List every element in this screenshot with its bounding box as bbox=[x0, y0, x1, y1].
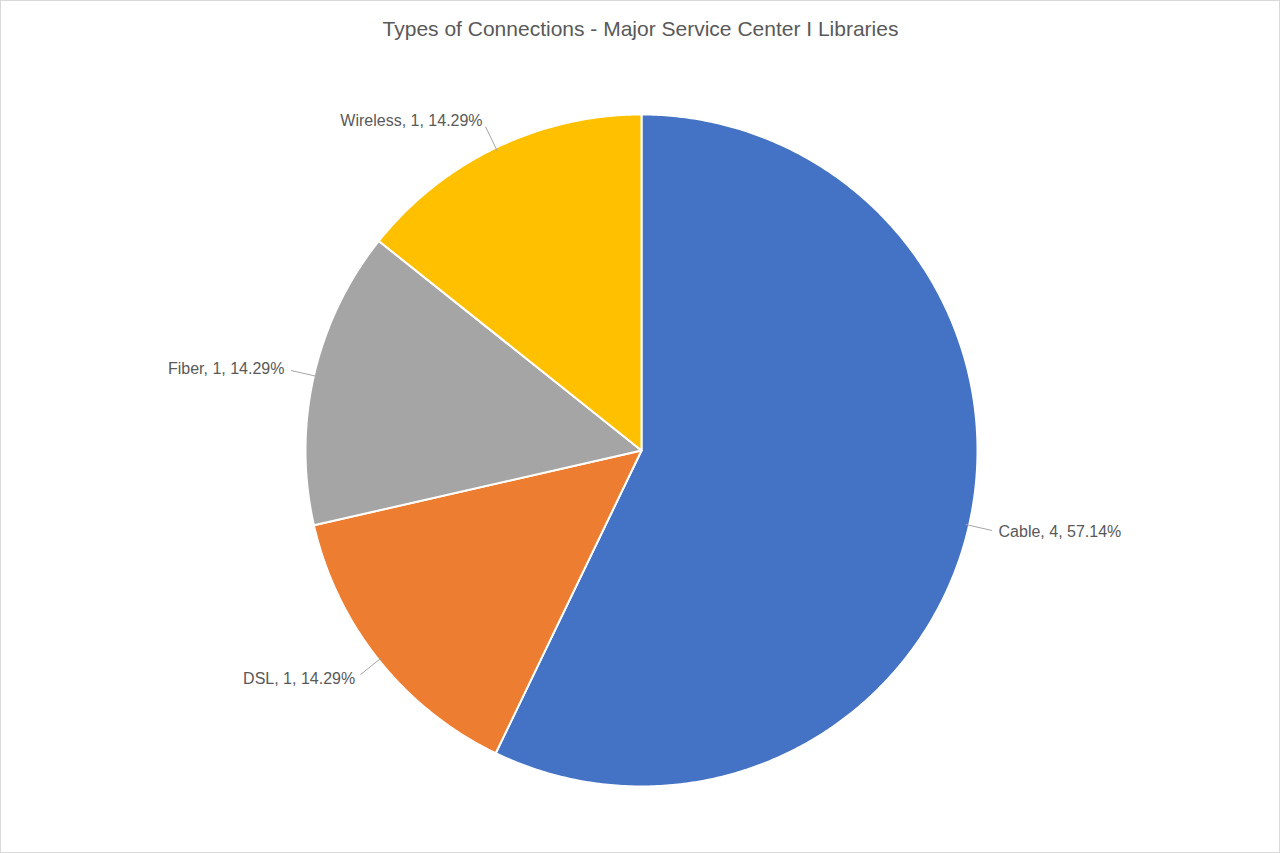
svg-text:Types of Connections - Major S: Types of Connections - Major Service Cen… bbox=[383, 17, 899, 40]
svg-text:Fiber, 1, 14.29%: Fiber, 1, 14.29% bbox=[168, 360, 285, 377]
svg-text:DSL, 1, 14.29%: DSL, 1, 14.29% bbox=[243, 670, 355, 687]
svg-text:Cable, 4, 57.14%: Cable, 4, 57.14% bbox=[999, 523, 1122, 540]
svg-text:Wireless, 1, 14.29%: Wireless, 1, 14.29% bbox=[340, 112, 482, 129]
